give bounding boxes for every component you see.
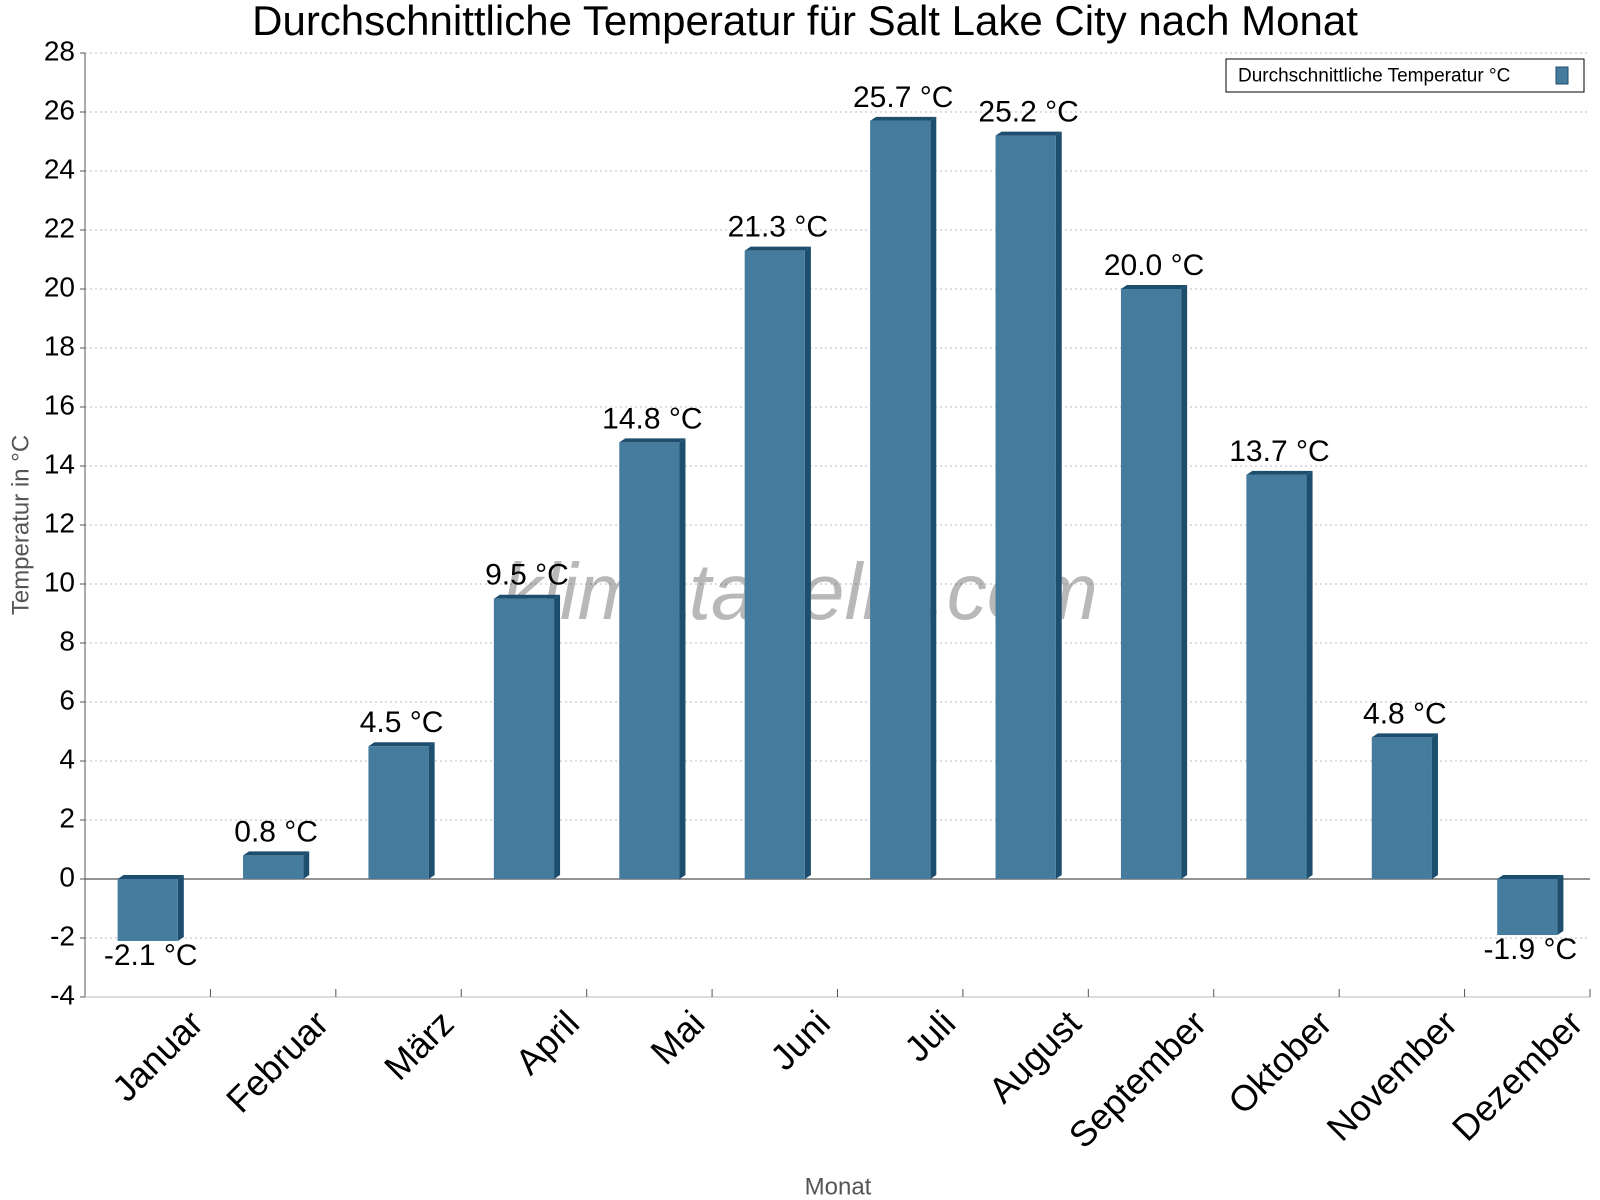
y-tick-label: 26 bbox=[44, 94, 75, 125]
bar bbox=[995, 135, 1056, 880]
y-tick-label: 24 bbox=[44, 153, 75, 184]
data-label: 25.2 °C bbox=[978, 96, 1078, 129]
legend-label: Durchschnittliche Temperatur °C bbox=[1238, 66, 1510, 87]
y-tick-label: 4 bbox=[59, 743, 75, 774]
bar bbox=[368, 746, 429, 879]
bar-side bbox=[1055, 131, 1062, 880]
data-label: 20.0 °C bbox=[1104, 249, 1204, 282]
bar-top bbox=[870, 116, 937, 121]
bar-side bbox=[303, 851, 310, 879]
y-tick-label: 2 bbox=[59, 802, 75, 833]
bar bbox=[1497, 879, 1558, 936]
data-label: 13.7 °C bbox=[1229, 435, 1329, 468]
bar-side bbox=[679, 438, 686, 879]
bar bbox=[243, 855, 304, 879]
bar-top bbox=[117, 875, 184, 879]
bar-top bbox=[368, 742, 435, 747]
bar-side bbox=[804, 246, 811, 879]
data-label: -2.1 °C bbox=[104, 939, 198, 972]
y-tick-label: -2 bbox=[50, 920, 75, 951]
data-label: 14.8 °C bbox=[602, 402, 702, 435]
bar-side bbox=[554, 594, 561, 879]
bar bbox=[870, 120, 931, 880]
x-axis-label: Monat bbox=[805, 1173, 872, 1200]
y-tick-label: 22 bbox=[44, 212, 75, 243]
bar bbox=[1246, 474, 1307, 879]
y-tick-label: 0 bbox=[59, 861, 75, 892]
bar-top bbox=[243, 851, 310, 856]
bar-side bbox=[1557, 875, 1564, 936]
bar bbox=[1371, 737, 1432, 879]
y-tick-label: 20 bbox=[44, 271, 75, 302]
bar bbox=[744, 250, 805, 879]
bar-top bbox=[1371, 733, 1438, 738]
y-tick-label: 16 bbox=[44, 389, 75, 420]
y-tick-label: 28 bbox=[44, 35, 75, 66]
y-tick-label: -4 bbox=[50, 979, 75, 1010]
bar-top bbox=[1497, 875, 1564, 879]
bar bbox=[619, 442, 680, 879]
bar-top bbox=[1246, 470, 1313, 475]
chart-title: Durchschnittliche Temperatur für Salt La… bbox=[252, 0, 1358, 44]
bar-side bbox=[428, 742, 435, 879]
y-tick-label: 10 bbox=[44, 566, 75, 597]
bar-side bbox=[177, 875, 184, 941]
bar-top bbox=[493, 594, 561, 599]
legend-swatch bbox=[1555, 66, 1569, 85]
y-tick-label: 18 bbox=[44, 330, 75, 361]
data-label: 0.8 °C bbox=[234, 815, 318, 848]
bar-side bbox=[930, 116, 937, 880]
bar bbox=[117, 879, 178, 941]
data-label: 25.7 °C bbox=[853, 81, 953, 114]
y-axis-label: Temperatur in °C bbox=[7, 435, 34, 615]
y-tick-label: 8 bbox=[59, 625, 75, 656]
data-label: 9.5 °C bbox=[485, 559, 569, 592]
bar bbox=[1120, 289, 1182, 879]
legend-box bbox=[1225, 58, 1585, 93]
bar-top bbox=[619, 438, 686, 443]
bar bbox=[493, 598, 555, 879]
data-label: -1.9 °C bbox=[1483, 933, 1577, 966]
bar-side bbox=[1306, 470, 1313, 879]
bar-top bbox=[1120, 285, 1188, 289]
y-tick-label: 14 bbox=[44, 448, 75, 479]
bar-side bbox=[1431, 733, 1438, 879]
y-tick-label: 6 bbox=[59, 684, 75, 715]
data-label: 4.5 °C bbox=[360, 706, 444, 739]
bar-top bbox=[744, 246, 811, 251]
y-tick-label: 12 bbox=[44, 507, 75, 538]
data-label: 21.3 °C bbox=[728, 211, 828, 244]
bar-side bbox=[1181, 285, 1188, 879]
bar-top bbox=[995, 131, 1062, 136]
data-label: 4.8 °C bbox=[1363, 697, 1447, 730]
